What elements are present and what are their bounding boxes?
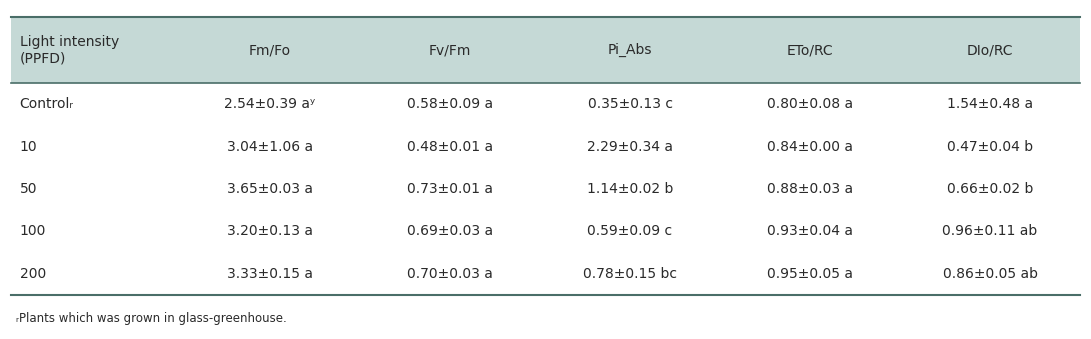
Text: 100: 100	[20, 224, 46, 238]
Text: 3.65±0.03 a: 3.65±0.03 a	[227, 182, 313, 196]
Text: 0.58±0.09 a: 0.58±0.09 a	[407, 97, 493, 111]
Text: Pi_Abs: Pi_Abs	[608, 43, 652, 57]
Text: 3.04±1.06 a: 3.04±1.06 a	[227, 140, 313, 154]
Text: 0.35±0.13 c: 0.35±0.13 c	[588, 97, 672, 111]
Text: 50: 50	[20, 182, 37, 196]
Text: Fm/Fo: Fm/Fo	[249, 43, 291, 57]
Text: 0.84±0.00 a: 0.84±0.00 a	[767, 140, 853, 154]
Text: 3.20±0.13 a: 3.20±0.13 a	[227, 224, 313, 238]
Bar	[11, 17, 1080, 83]
Text: Controlᵣ: Controlᵣ	[20, 97, 73, 111]
Text: 200: 200	[20, 267, 46, 281]
Text: 0.66±0.02 b: 0.66±0.02 b	[947, 182, 1033, 196]
Text: 10: 10	[20, 140, 37, 154]
Text: 1.54±0.48 a: 1.54±0.48 a	[947, 97, 1033, 111]
Text: 0.88±0.03 a: 0.88±0.03 a	[767, 182, 853, 196]
Text: Fv/Fm: Fv/Fm	[429, 43, 471, 57]
Text: Light intensity
(PPFD): Light intensity (PPFD)	[20, 35, 119, 65]
Text: 0.70±0.03 a: 0.70±0.03 a	[407, 267, 493, 281]
Text: 0.73±0.01 a: 0.73±0.01 a	[407, 182, 493, 196]
Text: 2.29±0.34 a: 2.29±0.34 a	[587, 140, 673, 154]
Text: ᵣPlants which was grown in glass-greenhouse.: ᵣPlants which was grown in glass-greenho…	[16, 312, 287, 325]
Text: 2.54±0.39 aʸ: 2.54±0.39 aʸ	[225, 97, 315, 111]
Text: 0.48±0.01 a: 0.48±0.01 a	[407, 140, 493, 154]
Text: DIo/RC: DIo/RC	[967, 43, 1014, 57]
Text: 0.80±0.08 a: 0.80±0.08 a	[767, 97, 853, 111]
Text: 0.47±0.04 b: 0.47±0.04 b	[947, 140, 1033, 154]
Text: 3.33±0.15 a: 3.33±0.15 a	[227, 267, 313, 281]
Text: 0.96±0.11 ab: 0.96±0.11 ab	[943, 224, 1038, 238]
Text: ETo/RC: ETo/RC	[787, 43, 834, 57]
Text: 0.78±0.15 bc: 0.78±0.15 bc	[583, 267, 678, 281]
Text: 0.93±0.04 a: 0.93±0.04 a	[767, 224, 853, 238]
Text: 0.59±0.09 c: 0.59±0.09 c	[587, 224, 673, 238]
Text: 0.69±0.03 a: 0.69±0.03 a	[407, 224, 493, 238]
Text: 0.86±0.05 ab: 0.86±0.05 ab	[943, 267, 1038, 281]
Text: 1.14±0.02 b: 1.14±0.02 b	[587, 182, 673, 196]
Text: 0.95±0.05 a: 0.95±0.05 a	[767, 267, 853, 281]
